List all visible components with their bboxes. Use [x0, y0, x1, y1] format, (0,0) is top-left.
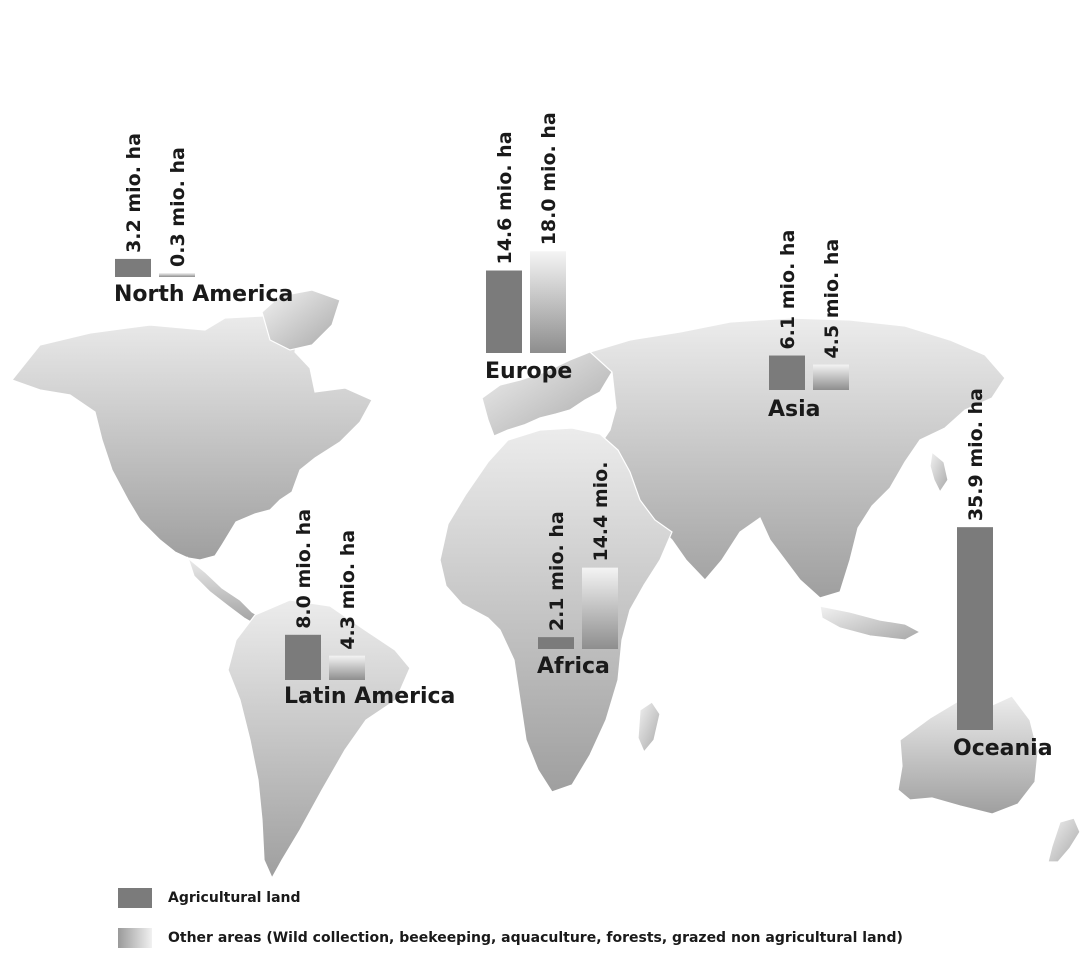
- continent-madagascar: [637, 701, 661, 754]
- region-label-asia: Asia: [768, 397, 821, 422]
- region-label-africa: Africa: [537, 654, 610, 679]
- value-label-agricultural-asia: 6.1 mio. ha: [777, 230, 799, 350]
- legend-swatch-agricultural: [118, 888, 152, 908]
- legend: Agricultural land Other areas (Wild coll…: [118, 888, 1018, 968]
- bar-other-africa: [582, 567, 618, 649]
- region-group-europe: 14.6 mio. ha 18.0 mio. ha Europe: [485, 112, 572, 384]
- bar-other-asia: [813, 364, 849, 390]
- value-label-agricultural-africa: 2.1 mio. ha: [546, 511, 568, 631]
- continent-europe: [481, 349, 613, 437]
- value-label-other-africa: 14.4 mio.: [590, 462, 612, 562]
- continents: [11, 289, 1081, 880]
- continent-japan: [929, 450, 949, 494]
- bar-agricultural-north-america: [115, 258, 151, 277]
- continent-indonesia: [819, 605, 922, 641]
- value-label-agricultural-europe: 14.6 mio. ha: [494, 131, 516, 264]
- bar-agricultural-oceania: [957, 527, 993, 730]
- legend-label-other: Other areas (Wild collection, beekeeping…: [168, 930, 903, 946]
- bar-other-north-america: [159, 273, 195, 277]
- world-map-chart: 3.2 mio. ha 0.3 mio. ha North America 14.6 …: [11, 112, 1081, 880]
- region-label-oceania: Oceania: [953, 736, 1053, 761]
- value-label-agricultural-north-america: 3.2 mio. ha: [123, 133, 145, 253]
- region-label-europe: Europe: [485, 359, 572, 384]
- value-label-other-latin-america: 4.3 mio. ha: [337, 530, 359, 650]
- legend-label-agricultural: Agricultural land: [168, 890, 301, 906]
- continent-new-zealand: [1047, 817, 1081, 863]
- region-label-north-america: North America: [114, 282, 293, 307]
- region-label-latin-america: Latin America: [284, 684, 455, 709]
- region-group-oceania: 35.9 mio. ha Oceania: [953, 388, 1053, 761]
- bar-agricultural-latin-america: [285, 634, 321, 680]
- bar-other-latin-america: [329, 655, 365, 680]
- bars-layer: 3.2 mio. ha 0.3 mio. ha North America 14.6 …: [114, 112, 1053, 761]
- region-group-africa: 2.1 mio. ha 14.4 mio. Africa: [537, 462, 618, 679]
- legend-swatch-other: [118, 928, 152, 948]
- continent-central-america: [186, 556, 263, 627]
- region-group-latin-america: 8.0 mio. ha 4.3 mio. ha Latin America: [284, 509, 455, 709]
- legend-item-other: Other areas (Wild collection, beekeeping…: [118, 928, 1018, 968]
- bar-agricultural-africa: [538, 637, 574, 649]
- bar-agricultural-asia: [769, 355, 805, 390]
- value-label-other-north-america: 0.3 mio. ha: [167, 147, 189, 267]
- value-label-agricultural-oceania: 35.9 mio. ha: [965, 388, 987, 521]
- legend-item-agricultural: Agricultural land: [118, 888, 1018, 928]
- value-label-agricultural-latin-america: 8.0 mio. ha: [293, 509, 315, 629]
- value-label-other-asia: 4.5 mio. ha: [821, 239, 843, 359]
- region-group-asia: 6.1 mio. ha 4.5 mio. ha Asia: [768, 230, 849, 422]
- bar-other-europe: [530, 251, 566, 353]
- value-label-other-europe: 18.0 mio. ha: [538, 112, 560, 245]
- region-group-north-america: 3.2 mio. ha 0.3 mio. ha North America: [114, 133, 293, 307]
- continent-north-america: [11, 311, 373, 561]
- continent-greenland: [261, 289, 341, 351]
- continent-africa: [439, 427, 673, 793]
- bar-agricultural-europe: [486, 270, 522, 353]
